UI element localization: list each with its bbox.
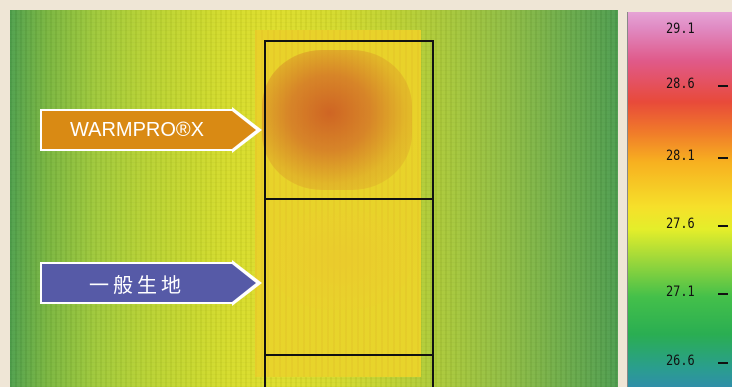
scale-tick-mark <box>718 157 728 159</box>
scale-tick-label: 28.1 <box>666 148 695 164</box>
temperature-scale-gradient <box>628 12 732 387</box>
scale-tick: 27.1 <box>628 284 732 304</box>
scale-tick-label: 27.1 <box>666 284 695 300</box>
sample-box-bottom <box>264 354 434 387</box>
scale-tick: 26.6 <box>628 353 732 373</box>
label-warmpro: WARMPRO®X <box>40 109 234 151</box>
label-regular-arrow <box>232 264 256 302</box>
scale-tick: 28.6 <box>628 76 732 96</box>
scale-tick-mark <box>718 85 728 87</box>
scale-tick-mark <box>718 225 728 227</box>
scale-tick-label: 29.1 <box>666 21 695 37</box>
scale-tick: 27.6 <box>628 216 732 236</box>
warm-area-regular <box>270 210 410 310</box>
scale-tick-mark <box>718 293 728 295</box>
label-warmpro-arrow <box>232 111 256 149</box>
scale-tick-mark <box>718 362 728 364</box>
scale-tick: 29.1 <box>628 21 732 41</box>
scale-tick-label: 27.6 <box>666 216 695 232</box>
scale-tick: 28.1 <box>628 148 732 168</box>
scale-tick-label: 26.6 <box>666 353 695 369</box>
warm-area-warmpro <box>262 50 412 190</box>
label-regular-fabric: 一般生地 <box>40 262 234 304</box>
scale-tick-label: 28.6 <box>666 76 695 92</box>
sample-box-warmpro <box>264 40 434 200</box>
sample-box-regular <box>264 198 434 356</box>
temperature-scale: 29.1 28.6 28.1 27.6 27.1 26.6 <box>627 12 732 387</box>
